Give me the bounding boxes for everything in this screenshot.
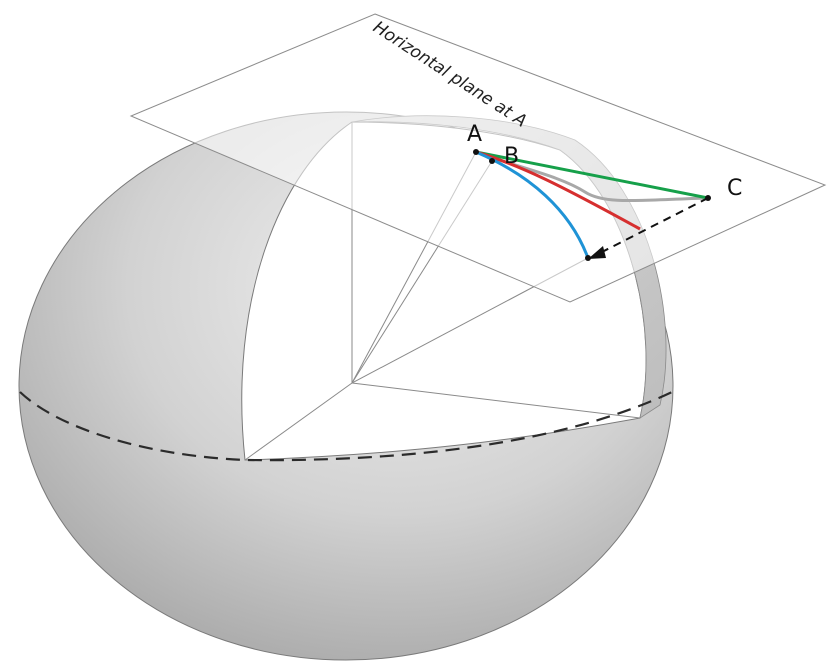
point-a-label: A <box>467 122 482 147</box>
horizontal-plane <box>129 13 827 303</box>
projection-line <box>597 197 709 255</box>
point-a-marker <box>473 149 479 155</box>
projection-point-marker <box>585 255 591 261</box>
point-b-marker <box>489 158 495 164</box>
point-b-label: B <box>504 144 519 169</box>
arrowhead-icon <box>588 246 606 259</box>
equator-front <box>19 391 673 462</box>
red-curve <box>475 150 641 231</box>
point-c-label: C <box>727 176 742 201</box>
green-curve <box>475 150 709 200</box>
point-c-marker <box>705 195 711 201</box>
